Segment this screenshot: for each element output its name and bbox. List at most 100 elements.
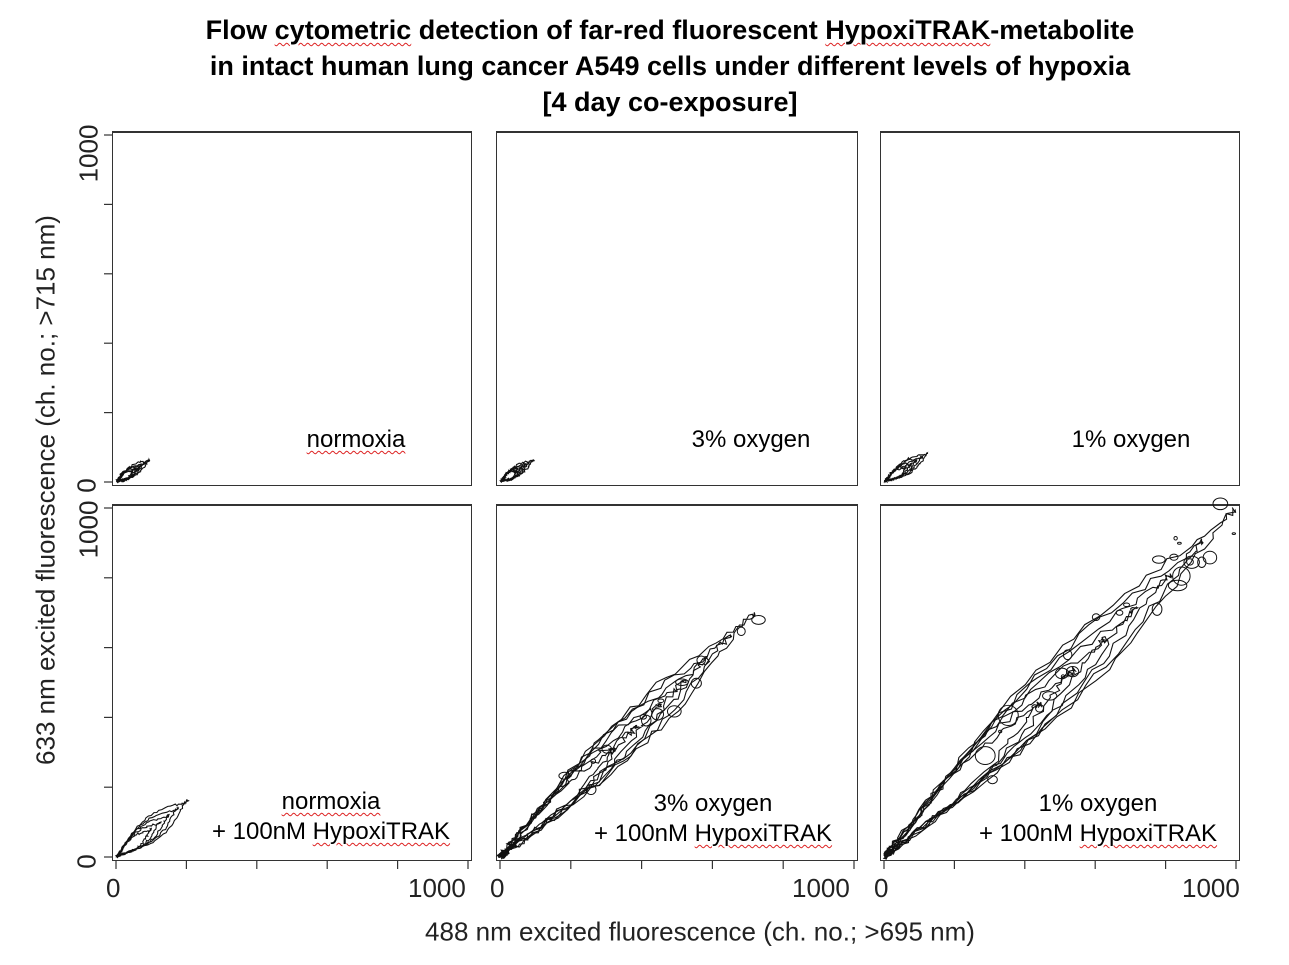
condition-text: 3% oxygen <box>653 790 773 817</box>
contour-island <box>558 771 571 780</box>
title-line-3: [4 day co-exposure] <box>542 87 798 117</box>
contour-island <box>601 744 613 754</box>
contour-island <box>590 758 597 764</box>
contour-island <box>1167 579 1188 592</box>
chart-title: Flow cytometric detection of far-red flu… <box>0 12 1289 120</box>
y-tick-label: 0 <box>71 854 102 869</box>
contour-island <box>1183 555 1200 569</box>
contour-plot-3 <box>883 451 929 484</box>
contour-island <box>641 714 652 727</box>
contour-island <box>1115 609 1124 616</box>
contour-island <box>751 614 766 625</box>
contour-island <box>1202 550 1218 565</box>
contour-island <box>1062 649 1073 661</box>
contour-island <box>1151 602 1163 616</box>
y-tick-label: 1000 <box>73 124 104 183</box>
x-tick-label: 0 <box>490 873 505 903</box>
contour-island <box>651 708 665 721</box>
contour-island <box>1212 497 1229 511</box>
panel-label-1: normoxia <box>307 425 406 455</box>
contour-island <box>585 783 597 796</box>
contour-island <box>1173 535 1178 541</box>
panel-label-line-1: normoxia <box>212 787 450 817</box>
panel-label-line-1: 3% oxygen <box>594 789 832 819</box>
contour-island <box>657 698 665 704</box>
contour-island <box>696 655 706 666</box>
panel-label-line-1: 1% oxygen <box>979 789 1217 819</box>
contour-island <box>1091 613 1101 622</box>
contour-island <box>1186 558 1194 566</box>
contour-line <box>496 679 687 858</box>
panel-label-line-1: 3% oxygen <box>692 425 811 455</box>
contour-plot-5 <box>495 612 766 860</box>
contour-island <box>736 626 746 636</box>
condition-text: 1% oxygen <box>1071 426 1191 453</box>
contour-island <box>666 705 682 718</box>
condition-text: 3% oxygen <box>691 426 811 453</box>
contour-line <box>115 827 152 859</box>
contour-island <box>987 775 998 785</box>
dose-text: + 100nM <box>978 820 1080 847</box>
contour-plot-4 <box>114 799 190 859</box>
contour-plot-2 <box>499 459 536 484</box>
contour-island <box>1042 691 1058 701</box>
contour-line <box>500 468 519 484</box>
panel-label-3: 1% oxygen <box>1072 425 1191 455</box>
panel-label-6: 1% oxygen + 100nM HypoxiTRAK <box>979 789 1217 849</box>
panel-label-2: 3% oxygen <box>692 425 811 455</box>
contour-island <box>1172 566 1191 586</box>
contour-island <box>1123 602 1131 608</box>
contour-line <box>883 701 1043 860</box>
y-tick-label: 0 <box>71 478 102 493</box>
contour-island <box>1231 532 1237 536</box>
contour-island <box>997 704 1019 727</box>
panel-label-line-1: normoxia <box>307 425 406 455</box>
title-line-2: in intact human lung cancer A549 cells u… <box>209 51 1131 81</box>
contour-island <box>1065 665 1080 678</box>
contour-island <box>690 677 702 689</box>
contour-line <box>115 468 134 483</box>
x-tick-label: 1000 <box>408 873 466 903</box>
contour-plot-6 <box>882 497 1237 860</box>
dose-text: + 100nM <box>593 820 695 847</box>
panel-label-5: 3% oxygen + 100nM HypoxiTRAK <box>594 789 832 849</box>
plot-panel-1: normoxia <box>112 131 472 486</box>
panel-label-line-1: 1% oxygen <box>1072 425 1191 455</box>
x-tick-label: 1000 <box>1182 873 1240 903</box>
plot-panel-4: normoxia + 100nM HypoxiTRAK <box>112 504 472 861</box>
contour-island <box>675 678 689 686</box>
contour-plot-1 <box>115 457 151 484</box>
contour-island <box>1054 667 1069 680</box>
contour-island <box>998 729 1003 734</box>
panel-label-4: normoxia + 100nM HypoxiTRAK <box>212 787 450 847</box>
y-tick-label: 1000 <box>73 500 104 559</box>
contour-line <box>884 466 907 483</box>
dose-text: + 100nM <box>211 818 313 845</box>
x-tick-label: 0 <box>874 873 889 903</box>
x-axis-label: 488 nm excited fluorescence (ch. no.; >6… <box>425 916 975 947</box>
panel-label-line-2: + 100nM HypoxiTRAK <box>594 819 832 849</box>
condition-text: normoxia <box>306 426 406 453</box>
reagent-text: HypoxiTRAK <box>1079 820 1218 847</box>
contour-line <box>884 573 1173 858</box>
contour-line <box>883 636 1108 859</box>
plot-panel-6: 1% oxygen + 100nM HypoxiTRAK <box>880 497 1240 861</box>
panel-label-line-2: + 100nM HypoxiTRAK <box>212 817 450 847</box>
x-tick-label: 1000 <box>792 873 850 903</box>
title-line-1: Flow cytometric detection of far-red flu… <box>205 15 1135 45</box>
contour-island <box>1169 553 1179 561</box>
condition-text: 1% oxygen <box>1038 790 1158 817</box>
x-tick-label: 0 <box>106 873 121 903</box>
contour-island <box>1035 703 1044 713</box>
contour-island <box>639 714 647 720</box>
contour-island <box>1152 555 1166 564</box>
reagent-text: HypoxiTRAK <box>312 818 451 845</box>
reagent-text: HypoxiTRAK <box>694 820 833 847</box>
condition-text: normoxia <box>281 788 381 815</box>
plot-panel-5: 3% oxygen + 100nM HypoxiTRAK <box>495 504 858 861</box>
plot-panel-3: 1% oxygen <box>880 131 1240 486</box>
y-axis-label: 633 nm excited fluorescence (ch. no.; >7… <box>30 215 61 765</box>
plot-panel-2: 3% oxygen <box>496 131 858 486</box>
contour-island <box>1177 541 1182 545</box>
contour-island <box>974 746 996 766</box>
